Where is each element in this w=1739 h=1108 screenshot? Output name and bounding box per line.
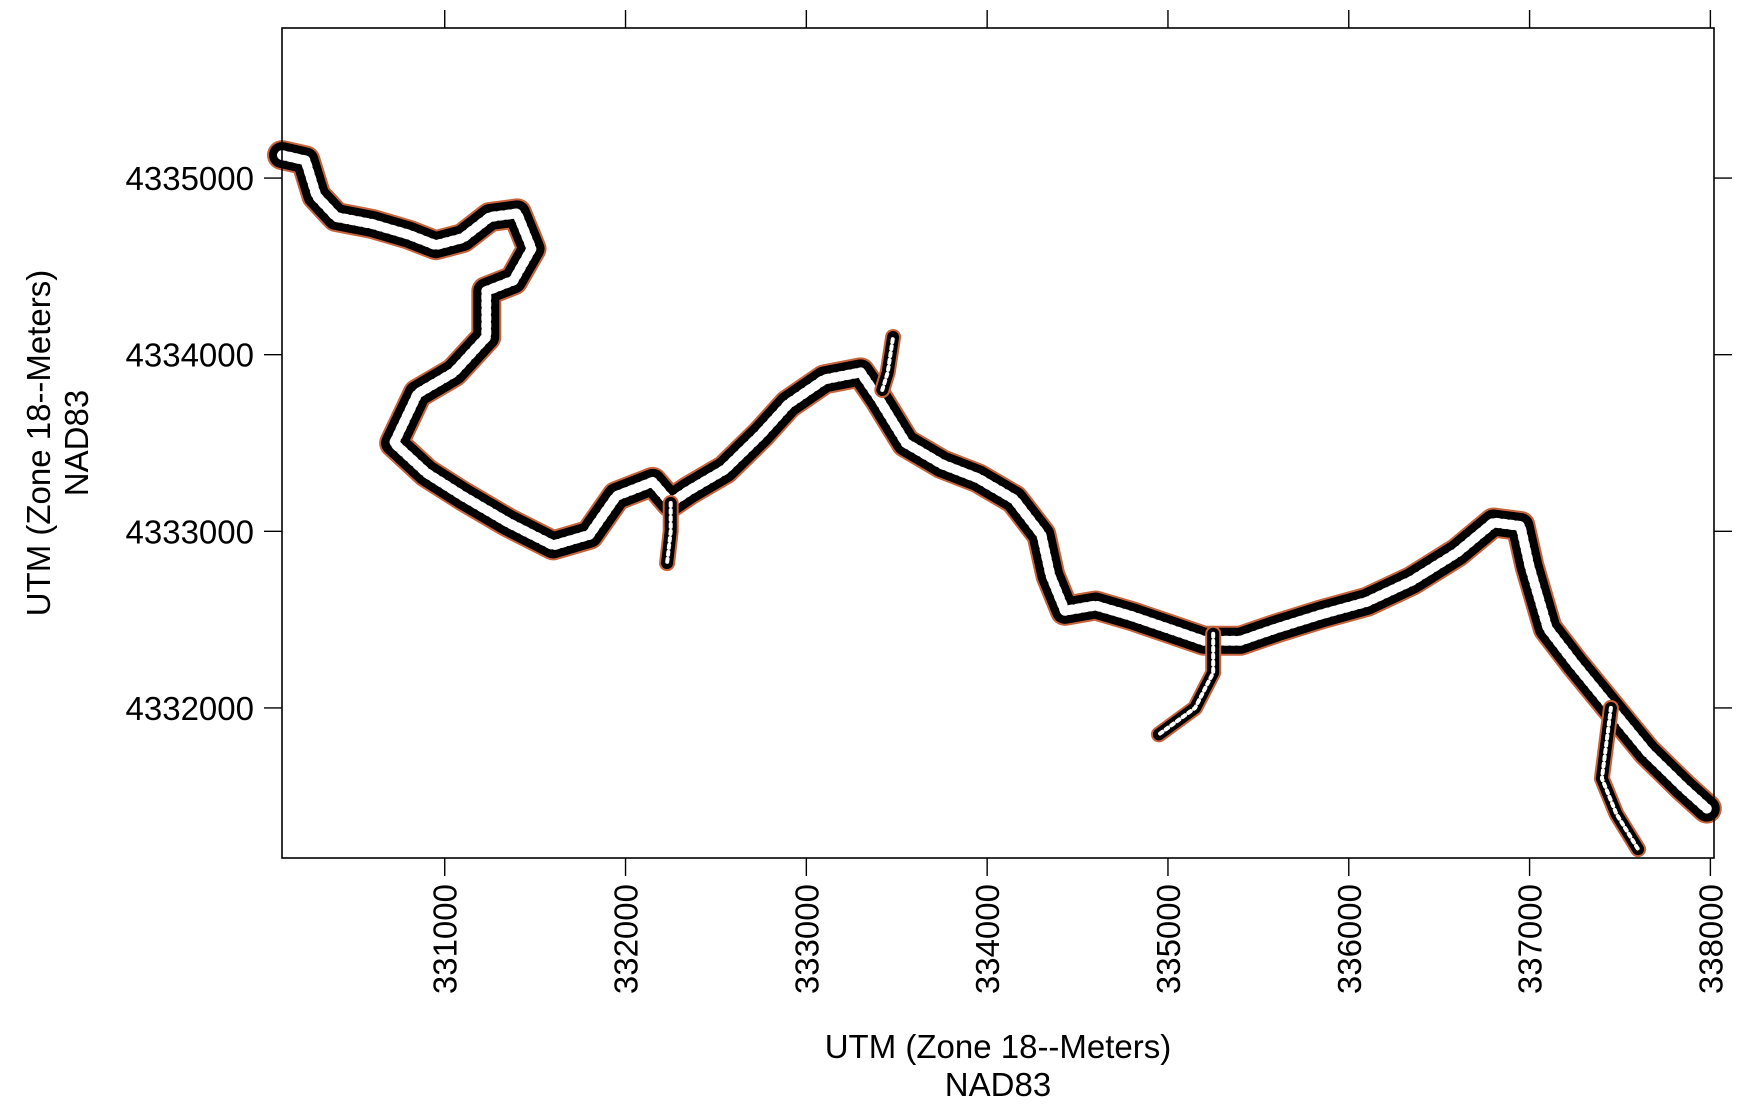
y-tick-label: 4334000 [126,337,254,374]
plot-frame [281,27,1715,859]
tributary-2-mesh-cells [665,501,673,566]
y-axis-title-line1: UTM (Zone 18--Meters) [20,270,57,617]
y-tick-label: 4333000 [126,513,254,550]
x-tick-label: 337000 [1512,884,1549,994]
x-axis-title-line2: NAD83 [945,1066,1051,1103]
x-tick-label: 335000 [1150,884,1187,994]
x-tick-label: 333000 [788,884,825,994]
y-axis-title-line2: NAD83 [58,390,95,496]
x-tick-label: 334000 [969,884,1006,994]
x-tick-label: 332000 [608,884,645,994]
tributary-1-mesh-cells [1156,631,1216,737]
x-tick-label: 336000 [1331,884,1368,994]
y-tick-label: 4332000 [126,690,254,727]
main-channel-mesh-cells [277,150,1712,814]
y-tick-label: 4335000 [126,160,254,197]
x-tick-label: 338000 [1692,884,1729,994]
river-features [267,140,1722,858]
x-axis-title-line1: UTM (Zone 18--Meters) [825,1028,1172,1065]
axes: 331000 332000 333000 334000 335000 336000 3370… [126,10,1732,994]
tributary-4-mesh-cells [1599,705,1641,852]
x-tick-label: 331000 [427,884,464,994]
main-channel-mesh-band [269,142,1720,822]
tributary-3-mesh-cells [880,335,896,392]
